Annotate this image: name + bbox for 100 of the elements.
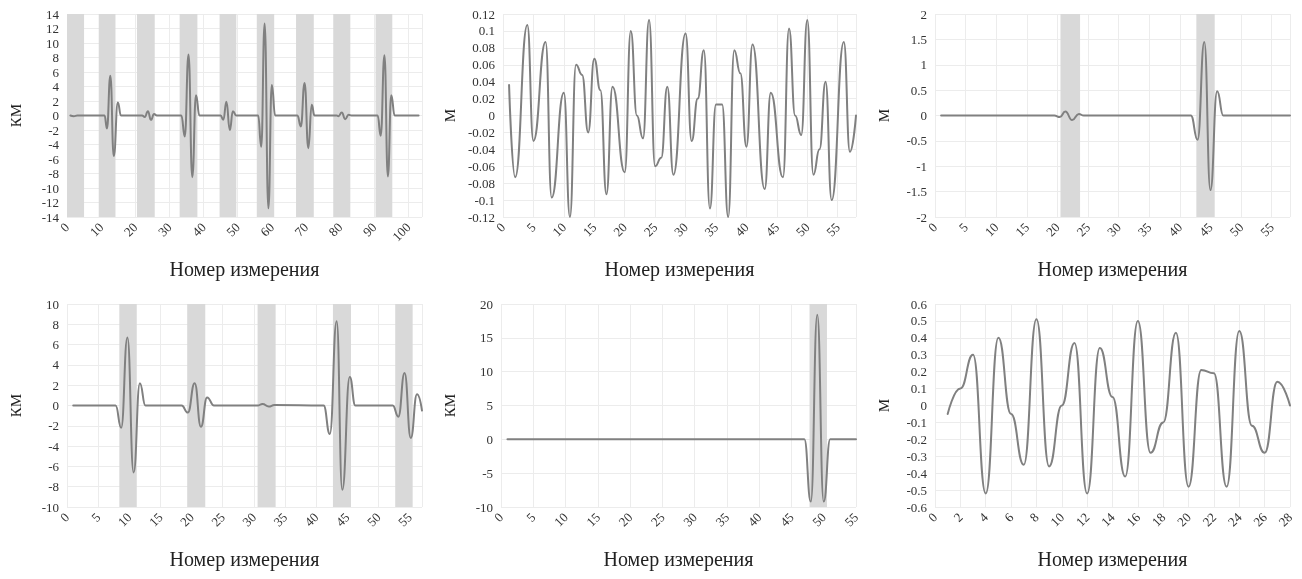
- y-tick-label: -0.1: [906, 414, 927, 430]
- y-tick-label: -0.5: [906, 482, 927, 498]
- y-tick-label: 2: [920, 6, 927, 22]
- y-tick-label: 0.02: [472, 91, 495, 107]
- x-tick-label: 2: [950, 509, 966, 525]
- x-tick-label: 45: [332, 509, 353, 530]
- x-tick-label: 80: [325, 219, 346, 240]
- y-tick-label: 0: [488, 108, 495, 123]
- x-tick-label: 5: [88, 509, 104, 525]
- x-tick-label: 55: [841, 509, 862, 530]
- y-tick-label: -0.04: [467, 141, 496, 157]
- x-tick-label: 15: [579, 219, 600, 240]
- y-tick-label: -0.3: [906, 448, 927, 464]
- y-tick-label: 0.1: [478, 23, 495, 39]
- x-tick-label: 45: [776, 509, 797, 530]
- y-tick-label: 20: [480, 296, 493, 312]
- line-series: [69, 22, 420, 210]
- x-tick-label: 45: [762, 219, 783, 240]
- y-tick-label: 4: [52, 357, 60, 373]
- y-tick-label: 6: [52, 64, 60, 80]
- x-tick-label: 10: [1047, 509, 1068, 530]
- x-tick-label: 50: [792, 219, 813, 240]
- x-tick-label: 5: [523, 219, 539, 235]
- y-tick-label: 15: [480, 330, 493, 346]
- x-tick-label: 70: [291, 219, 312, 240]
- y-tick-label: 1.5: [910, 31, 927, 47]
- y-axis-title: М: [875, 108, 892, 123]
- x-tick-label: 20: [120, 219, 141, 240]
- x-tick-label: 40: [1165, 219, 1186, 240]
- y-tick-label: 1: [920, 57, 927, 73]
- x-tick-label: 30: [680, 509, 700, 530]
- x-axis-title: Номер измерения: [603, 548, 754, 571]
- x-tick-label: 4: [975, 509, 992, 525]
- y-tick-label: -8: [48, 166, 59, 181]
- x-tick-label: 15: [583, 509, 604, 530]
- x-tick-label: 10: [549, 219, 570, 240]
- y-tick-label: 0.3: [910, 347, 927, 363]
- x-tick-label: 12: [1072, 509, 1093, 530]
- y-tick-label: 0.1: [910, 381, 927, 397]
- y-tick-label: -4: [48, 438, 60, 454]
- line-series: [72, 320, 423, 491]
- x-tick-label: 55: [823, 219, 844, 240]
- y-tick-label: 0.08: [472, 40, 495, 56]
- y-axis-title: М: [441, 108, 458, 123]
- y-axis-title: М: [875, 398, 892, 413]
- x-axis-title: Номер измерения: [604, 258, 755, 281]
- y-tick-label: -12: [41, 195, 59, 210]
- y-tick-label: -0.06: [467, 158, 496, 174]
- x-tick-label: 40: [301, 509, 322, 530]
- y-tick-label: 2: [52, 93, 59, 109]
- x-tick-label: 24: [1224, 509, 1245, 530]
- x-tick-label: 25: [640, 219, 661, 240]
- y-tick-label: 2: [52, 377, 59, 393]
- x-tick-label: 50: [363, 509, 384, 530]
- x-tick-label: 18: [1148, 509, 1169, 530]
- line-series: [940, 40, 1291, 192]
- x-tick-label: 100: [389, 219, 414, 245]
- x-tick-label: 50: [223, 219, 243, 240]
- x-axis-title: Номер измерения: [169, 258, 320, 281]
- x-axis-title: Номер измерения: [1037, 258, 1188, 281]
- y-axis-title: КМ: [7, 103, 24, 128]
- x-tick-label: 40: [189, 219, 209, 240]
- x-tick-label: 20: [610, 219, 631, 240]
- y-tick-label: 8: [52, 316, 59, 332]
- x-tick-label: 26: [1250, 509, 1271, 530]
- x-tick-label: 20: [615, 509, 636, 530]
- y-tick-label: 10: [46, 296, 59, 312]
- x-tick-label: 35: [270, 509, 291, 530]
- x-tick-label: 90: [359, 219, 380, 240]
- x-tick-label: 10: [86, 219, 107, 240]
- y-tick-label: 0.4: [910, 330, 928, 346]
- y-tick-label: 0: [920, 398, 927, 413]
- x-tick-label: 35: [712, 509, 733, 530]
- y-tick-label: 14: [46, 6, 60, 22]
- y-tick-label: -2: [48, 418, 59, 434]
- y-tick-label: -6: [48, 151, 60, 167]
- x-tick-label: 20: [177, 509, 197, 530]
- y-tick-label: 10: [46, 35, 59, 51]
- x-tick-label: 40: [731, 219, 752, 240]
- y-tick-label: 0.5: [910, 313, 927, 329]
- y-tick-label: 0: [486, 431, 493, 447]
- x-tick-label: 60: [257, 219, 278, 240]
- x-tick-label: 16: [1123, 509, 1144, 530]
- y-tick-label: -10: [41, 499, 59, 515]
- y-tick-label: 0.04: [472, 74, 496, 90]
- x-axis-title: Номер измерения: [169, 548, 320, 571]
- x-tick-label: 35: [701, 219, 722, 240]
- x-tick-label: 40: [744, 509, 765, 530]
- y-tick-label: -10: [41, 180, 59, 196]
- y-tick-label: -0.08: [467, 175, 495, 191]
- line-series: [508, 18, 857, 218]
- y-tick-label: 12: [46, 21, 59, 36]
- y-tick-label: -5: [482, 465, 493, 481]
- y-tick-label: 0.2: [910, 364, 927, 380]
- y-axis-title: КМ: [7, 393, 24, 418]
- y-tick-label: -2: [48, 122, 59, 138]
- y-tick-label: 8: [52, 50, 59, 65]
- y-tick-label: -6: [48, 458, 60, 474]
- x-tick-label: 35: [1134, 219, 1155, 240]
- x-tick-label: 6: [1001, 509, 1017, 525]
